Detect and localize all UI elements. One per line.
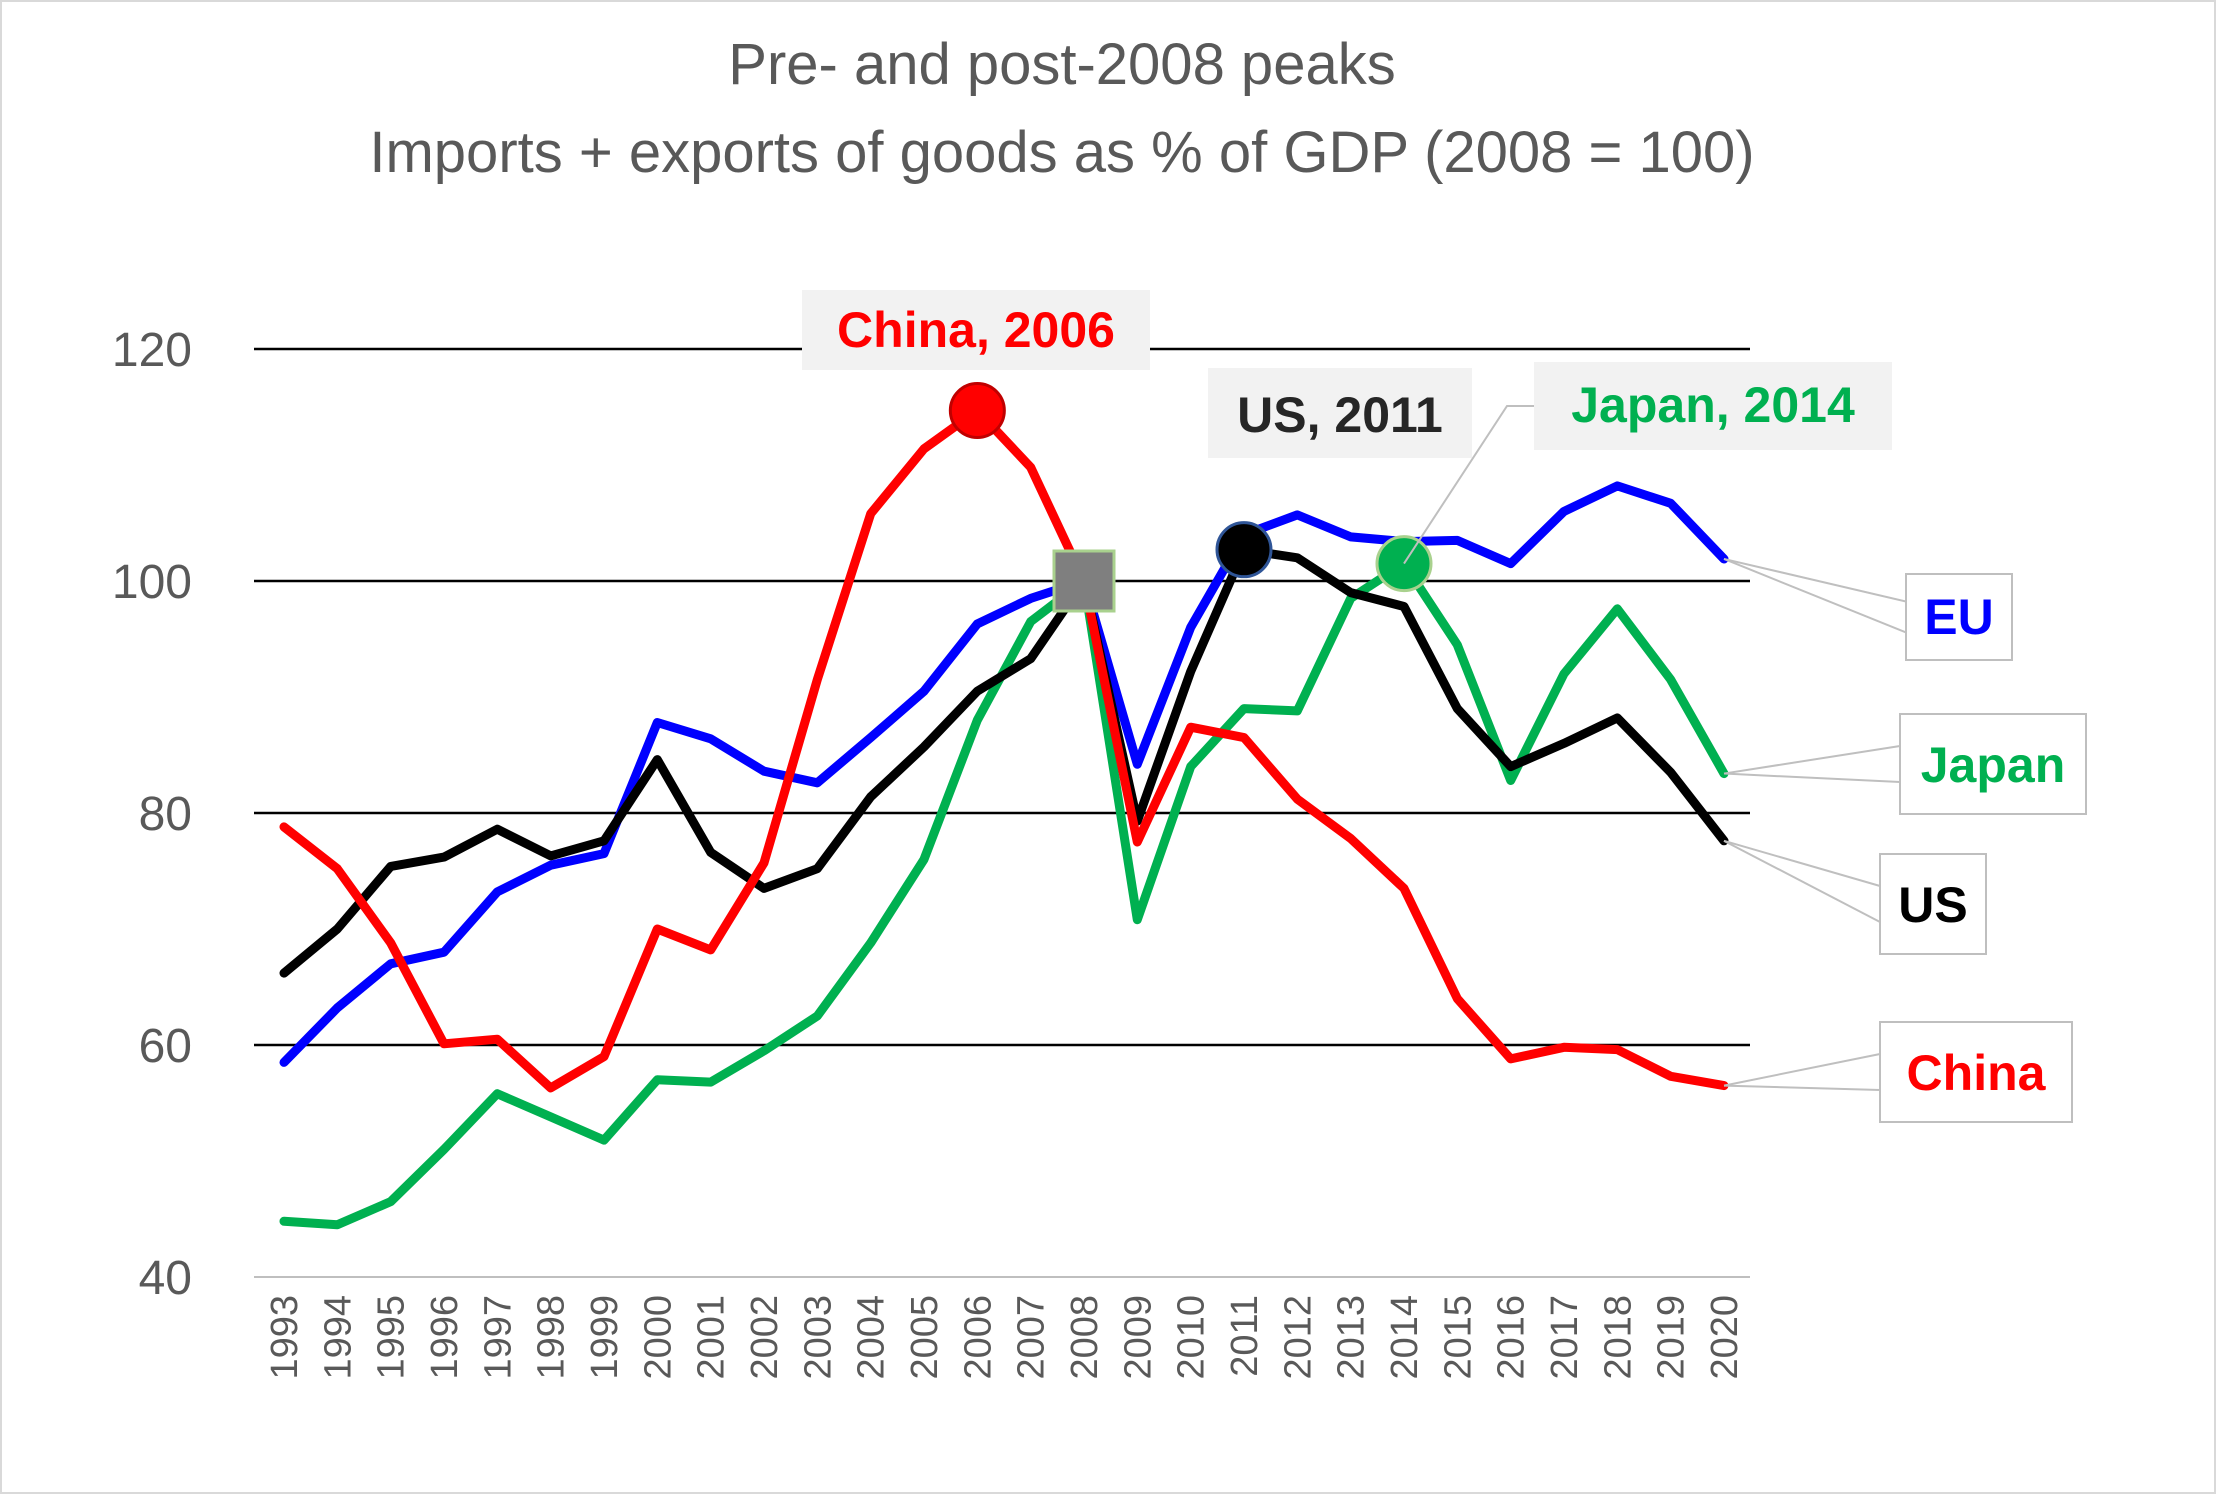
series-line-eu bbox=[279, 481, 1729, 1067]
x-tick-label: 2007 bbox=[1011, 1295, 1053, 1380]
end-label-box bbox=[1879, 853, 1987, 955]
annotation-box bbox=[802, 290, 1150, 370]
x-tick-label: 2011 bbox=[1224, 1295, 1266, 1377]
y-tick-label: 80 bbox=[139, 788, 192, 841]
x-tick-label: 2004 bbox=[851, 1295, 893, 1380]
end-label: China bbox=[1907, 1045, 2047, 1101]
end-label: EU bbox=[1924, 589, 1993, 645]
end-label-leader bbox=[1723, 745, 1901, 775]
x-tick-label: 2009 bbox=[1117, 1295, 1159, 1380]
end-label-leader bbox=[1723, 558, 1907, 634]
chart-subtitle: Imports + exports of goods as % of GDP (… bbox=[369, 120, 1754, 185]
labels: China, 2006 US, 2011 Japan, 2014 EU Japan US C… bbox=[802, 290, 2087, 1123]
x-tick-label: 2013 bbox=[1331, 1295, 1373, 1380]
end-label-leader bbox=[1723, 772, 1901, 783]
x-tick-label: 2012 bbox=[1277, 1295, 1319, 1380]
x-axis-ticks: 1993 1994 1995 1996 1997 1998 1999 2000 2001 2002… bbox=[264, 1295, 1746, 1380]
x-tick-label: 2003 bbox=[797, 1295, 839, 1380]
annotation-label: China, 2006 bbox=[837, 302, 1115, 358]
x-tick-label: 1997 bbox=[477, 1295, 519, 1380]
series-line-china bbox=[279, 406, 1729, 1093]
x-tick-label: 2016 bbox=[1491, 1295, 1533, 1380]
x-tick-label: 1993 bbox=[264, 1295, 306, 1380]
x-tick-label: 2002 bbox=[744, 1295, 786, 1380]
series-lines bbox=[279, 406, 1729, 1230]
end-label-leader bbox=[1723, 839, 1881, 923]
x-tick-label: 2006 bbox=[957, 1295, 999, 1380]
x-tick-label: 2018 bbox=[1597, 1295, 1639, 1380]
x-tick-label: 1998 bbox=[531, 1295, 573, 1380]
x-tick-label: 1995 bbox=[371, 1295, 413, 1380]
y-tick-label: 120 bbox=[112, 324, 192, 377]
annotation-label: US, 2011 bbox=[1237, 387, 1443, 443]
end-label-box bbox=[1899, 713, 2087, 815]
annotation-label: Japan, 2014 bbox=[1571, 377, 1855, 433]
annotation-box bbox=[1208, 368, 1472, 458]
x-tick-label: 2015 bbox=[1437, 1295, 1479, 1380]
peak-marker-china bbox=[948, 381, 1006, 439]
x-tick-label: 2005 bbox=[904, 1295, 946, 1380]
y-axis-ticks: 40 60 80 100 120 bbox=[112, 324, 192, 1305]
x-tick-label: 1999 bbox=[584, 1295, 626, 1380]
peak-marker-us bbox=[1215, 521, 1273, 579]
gridlines bbox=[254, 347, 1750, 1278]
x-tick-label: 2020 bbox=[1704, 1295, 1746, 1380]
annotation-box bbox=[1534, 362, 1892, 450]
y-tick-label: 100 bbox=[112, 556, 192, 609]
x-tick-label: 2008 bbox=[1064, 1295, 1106, 1380]
x-tick-label: 2019 bbox=[1651, 1295, 1693, 1380]
x-tick-label: 1994 bbox=[317, 1295, 359, 1380]
base-year-marker bbox=[1052, 549, 1116, 613]
end-label-leader bbox=[1723, 839, 1881, 887]
peak-markers bbox=[948, 381, 1433, 613]
end-label-leader bbox=[1723, 557, 1907, 603]
x-tick-label: 2010 bbox=[1171, 1295, 1213, 1380]
y-tick-label: 60 bbox=[139, 1020, 192, 1073]
end-label-box bbox=[1905, 573, 2013, 661]
end-label: Japan bbox=[1921, 737, 2066, 793]
end-label: US bbox=[1898, 877, 1967, 933]
x-tick-label: 2014 bbox=[1384, 1295, 1426, 1380]
end-label-leader bbox=[1723, 1053, 1881, 1087]
y-tick-label: 40 bbox=[139, 1252, 192, 1305]
x-tick-label: 2001 bbox=[691, 1295, 733, 1380]
annotation-leader bbox=[1403, 405, 1534, 565]
x-tick-label: 1996 bbox=[424, 1295, 466, 1380]
series-line-us bbox=[279, 545, 1729, 978]
end-label-box bbox=[1879, 1021, 2073, 1123]
x-tick-label: 2000 bbox=[637, 1295, 679, 1380]
chart-title: Pre- and post-2008 peaks bbox=[728, 32, 1395, 97]
x-tick-label: 2017 bbox=[1544, 1295, 1586, 1380]
end-label-leader bbox=[1723, 1084, 1881, 1091]
